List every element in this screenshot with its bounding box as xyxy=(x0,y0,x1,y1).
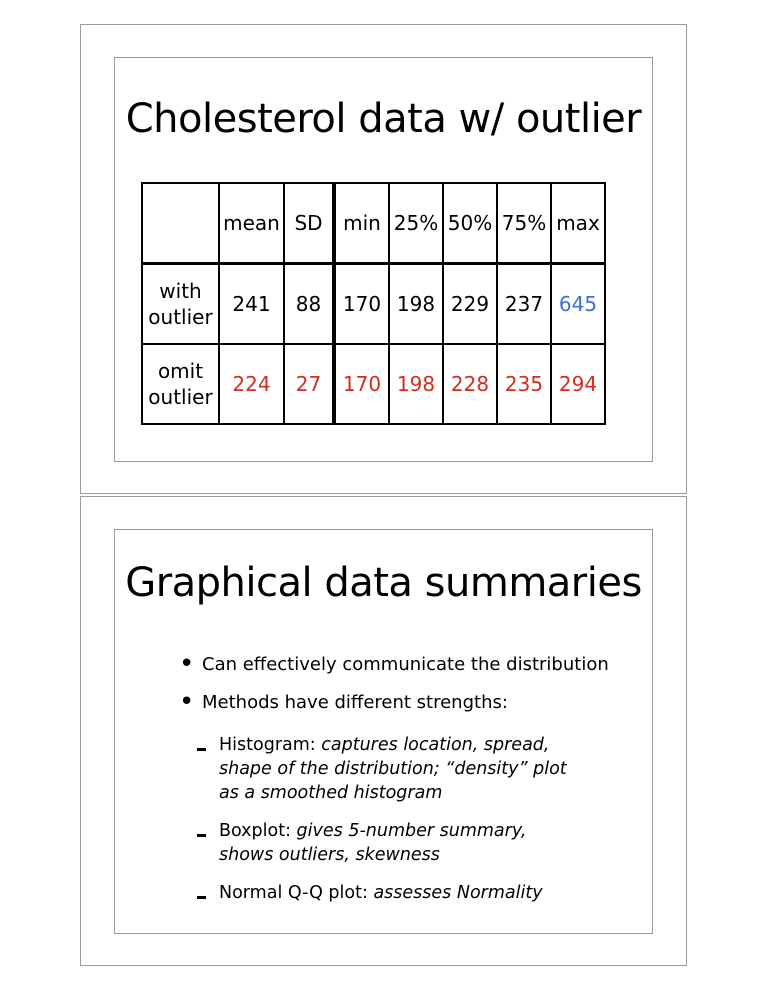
slide-cholesterol: Cholesterol data w/ outlier mean SD min … xyxy=(114,57,653,462)
table-cell: 170 xyxy=(332,343,390,425)
sub-bullet-desc: gives 5-number summary, shows outliers, … xyxy=(219,821,527,865)
table-cell: 170 xyxy=(332,262,390,345)
sub-bullet-label: Histogram: xyxy=(219,735,316,755)
header-cell-empty xyxy=(141,182,220,265)
row-label: with outlier xyxy=(141,262,220,345)
table-cell: 198 xyxy=(388,262,444,345)
sub-bullet-label: Boxplot: xyxy=(219,821,291,841)
sub-bullet-list: Histogram: captures location, spread, sh… xyxy=(197,733,577,919)
table-cell: 241 xyxy=(218,262,285,345)
sub-bullet-qqplot: Normal Q-Q plot: assesses Normality xyxy=(197,881,577,905)
table-cell: 228 xyxy=(442,343,498,425)
table-cell: 198 xyxy=(388,343,444,425)
table-cell: 88 xyxy=(283,262,335,345)
table-cell: 224 xyxy=(218,343,285,425)
slide-title: Graphical data summaries xyxy=(125,560,642,606)
table-cell: 229 xyxy=(442,262,498,345)
row-label: omit outlier xyxy=(141,343,220,425)
header-cell-75: 75% xyxy=(496,182,552,265)
bullet-item: Can effectively communicate the distribu… xyxy=(175,653,635,676)
header-cell-min: min xyxy=(332,182,390,265)
table-cell: 235 xyxy=(496,343,552,425)
bullet-list: Can effectively communicate the distribu… xyxy=(175,653,635,730)
slide-graphical-summaries: Graphical data summaries Can effectively… xyxy=(114,529,653,934)
table-cell: 27 xyxy=(283,343,335,425)
table-row: with outlier 241 88 170 198 229 237 645 xyxy=(141,262,606,345)
header-cell-25: 25% xyxy=(388,182,444,265)
header-cell-max: max xyxy=(550,182,606,265)
sub-bullet-desc: captures location, spread, shape of the … xyxy=(219,735,567,803)
stats-table: mean SD min 25% 50% 75% max with outlier… xyxy=(141,182,606,425)
bullet-item: Methods have different strengths: xyxy=(175,691,635,714)
sub-bullet-desc: assesses Normality xyxy=(373,883,543,903)
table-cell: 294 xyxy=(550,343,606,425)
header-cell-mean: mean xyxy=(218,182,285,265)
header-cell-50: 50% xyxy=(442,182,498,265)
table-row: omit outlier 224 27 170 198 228 235 294 xyxy=(141,343,606,425)
sub-bullet-histogram: Histogram: captures location, spread, sh… xyxy=(197,733,577,805)
sub-bullet-label: Normal Q-Q plot: xyxy=(219,883,368,903)
table-header-row: mean SD min 25% 50% 75% max xyxy=(141,182,606,265)
table-cell-outlier-max: 645 xyxy=(550,262,606,345)
sub-bullet-boxplot: Boxplot: gives 5-number summary, shows o… xyxy=(197,819,577,867)
slide-title: Cholesterol data w/ outlier xyxy=(125,96,642,142)
table-cell: 237 xyxy=(496,262,552,345)
header-cell-sd: SD xyxy=(283,182,335,265)
